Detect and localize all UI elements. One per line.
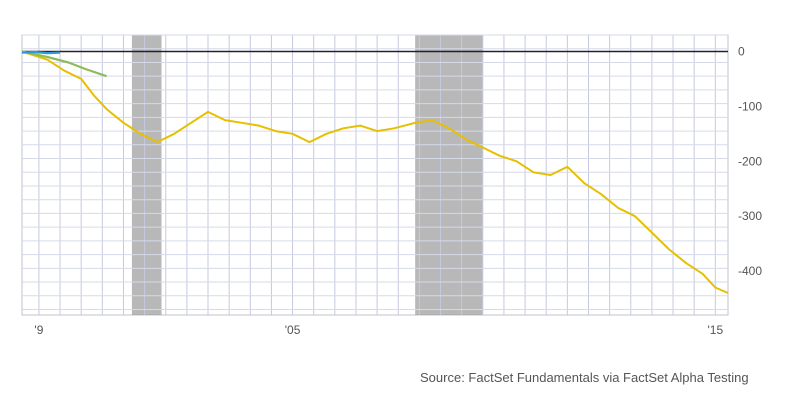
x-tick-label: '05: [285, 323, 301, 337]
y-tick-label: 0: [738, 44, 745, 58]
x-tick-label: '15: [707, 323, 723, 337]
y-tick-label: -400: [738, 264, 762, 278]
plot-background: [21, 34, 729, 316]
plot-area: 0 -100 -200 -300 -400 '9 '05 '15: [21, 34, 762, 337]
series-line-2: [21, 50, 61, 55]
source-note: Source: FactSet Fundamentals via FactSet…: [420, 370, 749, 385]
recession-band-1: [415, 35, 483, 315]
series-line-1: [21, 50, 107, 78]
y-tick-label: -200: [738, 154, 762, 168]
y-tick-label: -300: [738, 209, 762, 223]
recession-band-0: [131, 35, 162, 315]
chart: 0 -100 -200 -300 -400 '9 '05 '15: [21, 34, 762, 337]
series-line-0: [21, 50, 729, 294]
x-tick-label: '9: [34, 323, 43, 337]
y-tick-label: -100: [738, 99, 762, 113]
